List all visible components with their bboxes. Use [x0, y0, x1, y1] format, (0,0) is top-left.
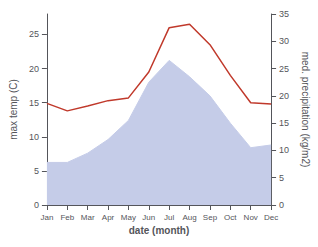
svg-text:Aug: Aug [182, 213, 196, 222]
svg-text:25: 25 [279, 64, 289, 74]
svg-text:Apr: Apr [102, 213, 115, 222]
svg-text:30: 30 [279, 36, 289, 46]
svg-text:5: 5 [34, 166, 39, 176]
svg-text:max temp (C): max temp (C) [8, 79, 19, 140]
svg-text:Oct: Oct [224, 213, 237, 222]
svg-text:5: 5 [279, 173, 284, 183]
svg-text:10: 10 [29, 132, 39, 142]
svg-text:Nov: Nov [244, 213, 258, 222]
svg-text:Mar: Mar [81, 213, 95, 222]
svg-text:20: 20 [279, 91, 289, 101]
svg-text:35: 35 [279, 9, 289, 19]
svg-text:0: 0 [279, 200, 284, 210]
svg-text:Feb: Feb [60, 213, 74, 222]
svg-text:med. precipitation (kg/m2): med. precipitation (kg/m2) [300, 52, 311, 168]
svg-text:15: 15 [29, 98, 39, 108]
svg-text:date (month): date (month) [129, 225, 190, 236]
svg-text:Jan: Jan [40, 213, 53, 222]
svg-text:Dec: Dec [264, 213, 278, 222]
svg-text:Sep: Sep [203, 213, 218, 222]
svg-text:May: May [121, 213, 136, 222]
svg-text:Jun: Jun [142, 213, 155, 222]
svg-text:Jul: Jul [164, 213, 174, 222]
svg-text:0: 0 [34, 200, 39, 210]
svg-text:15: 15 [279, 118, 289, 128]
svg-text:20: 20 [29, 64, 39, 74]
svg-text:10: 10 [279, 145, 289, 155]
svg-text:25: 25 [29, 29, 39, 39]
